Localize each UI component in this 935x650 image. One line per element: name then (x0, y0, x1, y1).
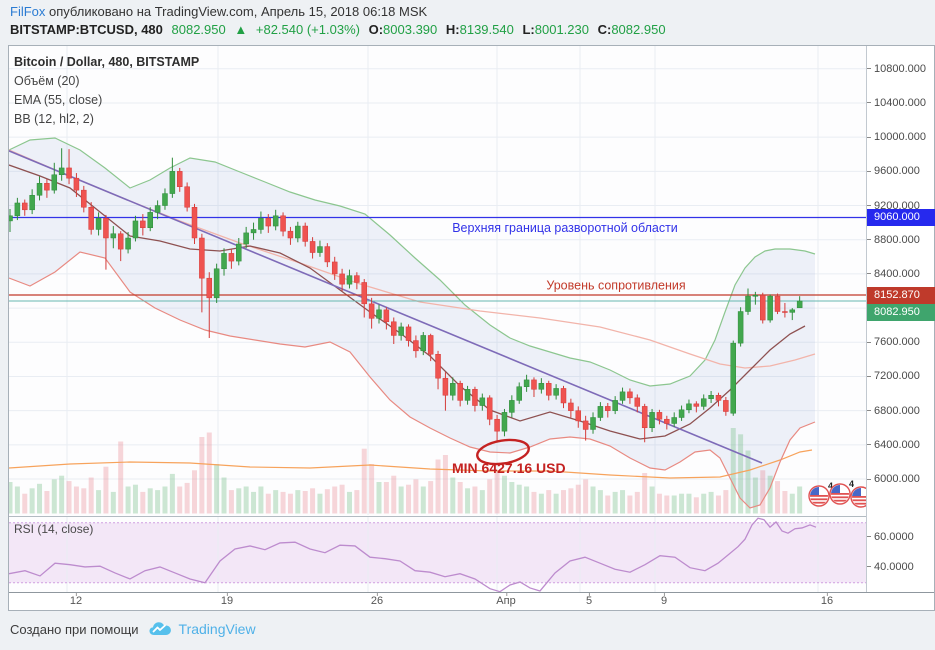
price-badge: 8082.950 (867, 303, 935, 321)
time-tick-label: 26 (370, 593, 384, 607)
low-value: 8001.230 (534, 22, 589, 37)
price-badge: 8152.870 (867, 287, 935, 304)
price-axis[interactable]: 10800.000 10400.000 10000.000 9600.000 9200.… (866, 46, 935, 592)
price-tick-label: 10800.000 (867, 62, 926, 76)
footer-text: Создано при помощи (10, 621, 139, 637)
time-tick-label: 19 (220, 593, 234, 607)
open-label: O: (368, 22, 384, 37)
price-badge: 9060.000 (867, 209, 935, 226)
close-label: C: (597, 22, 612, 37)
legend-bb-study[interactable]: BB (12, hl2, 2) (14, 112, 94, 126)
price-change: +82.540 (+1.03%) (255, 22, 360, 37)
rsi-pane[interactable] (9, 516, 866, 593)
us-flag-event-icon[interactable]: 4 (829, 479, 854, 505)
publish-text: опубликовано на TradingView.com, Апрель … (45, 4, 428, 19)
open-value: 8003.390 (383, 22, 438, 37)
symbol-status-line: BITSTAMP:BTCUSD, 480 8082.950 ▲ +82.540 … (10, 22, 666, 37)
chart-legend: Bitcoin / Dollar, 480, BITSTAMP Объём (2… (14, 53, 199, 129)
high-value: 8139.540 (459, 22, 514, 37)
bb-fill (9, 138, 815, 508)
resistance-label[interactable]: Уровень сопротивления (546, 279, 685, 293)
rsi-study-label[interactable]: RSI (14, close) (14, 522, 94, 536)
price-tick-label: 6400.000 (867, 438, 920, 452)
min-price-label[interactable]: MIN 6427.16 USD (452, 460, 566, 476)
time-tick-label: 12 (69, 593, 83, 607)
time-axis[interactable]: 12 19 26 Апр 5 9 16 (9, 592, 934, 610)
tradingview-logo-icon[interactable] (149, 621, 173, 637)
descending-trendline[interactable] (9, 148, 763, 464)
volume-series (9, 428, 803, 514)
high-label: H: (445, 22, 460, 37)
chart-widget: Верхняя граница разворотной области Урове… (8, 45, 935, 611)
price-tick-label: 9600.000 (867, 164, 920, 178)
rsi-tick-label: 40.0000 (867, 560, 914, 574)
up-arrow-icon: ▲ (234, 22, 248, 37)
price-tick-label: 7600.000 (867, 335, 920, 349)
price-tick-label: 6000.000 (867, 472, 920, 486)
last-price: 8082.950 (171, 22, 226, 37)
min-circle-annotation[interactable] (476, 437, 531, 468)
bb-basis-line (9, 164, 806, 440)
publish-info: FilFox опубликовано на TradingView.com, … (10, 4, 427, 19)
upper-boundary-label[interactable]: Верхняя граница разворотной области (452, 221, 678, 235)
us-flag-event-icon[interactable]: 4 (808, 481, 833, 507)
bb-upper-line (9, 137, 816, 387)
legend-ema-study[interactable]: EMA (55, close) (14, 93, 103, 107)
price-tick-label: 6800.000 (867, 404, 920, 418)
rsi-band (9, 522, 866, 583)
footer: Создано при помощи TradingView (0, 611, 935, 650)
tradingview-brand-link[interactable]: TradingView (178, 621, 256, 637)
price-tick-label: 10000.000 (867, 130, 926, 144)
author-link[interactable]: FilFox (10, 4, 46, 19)
symbol-name: BITSTAMP:BTCUSD, 480 (10, 22, 163, 37)
rsi-line (9, 517, 817, 593)
legend-volume-study[interactable]: Объём (20) (14, 74, 80, 88)
low-label: L: (522, 22, 535, 37)
price-tick-label: 8800.000 (867, 233, 920, 247)
time-tick-label: 16 (820, 593, 834, 607)
close-value: 8082.950 (611, 22, 666, 37)
bb-lower-line (9, 251, 816, 509)
time-tick-label: 9 (660, 593, 668, 607)
volume-ma-line (9, 449, 813, 479)
price-tick-label: 8400.000 (867, 267, 920, 281)
flag-count-badge: 4 (828, 481, 833, 491)
legend-title[interactable]: Bitcoin / Dollar, 480, BITSTAMP (14, 55, 200, 69)
price-tick-label: 10400.000 (867, 96, 926, 110)
candlestick-series (9, 148, 803, 443)
flag-count-badge: 4 (849, 479, 854, 489)
time-tick-label: Апр (496, 593, 516, 607)
price-tick-label: 7200.000 (867, 369, 920, 383)
main-price-pane[interactable]: Верхняя граница разворотной области Урове… (9, 46, 866, 516)
rsi-tick-label: 60.0000 (867, 530, 914, 544)
time-tick-label: 5 (585, 593, 593, 607)
us-flag-event-icon[interactable] (850, 486, 866, 508)
price-tick-label: 9200.000 (867, 199, 920, 213)
